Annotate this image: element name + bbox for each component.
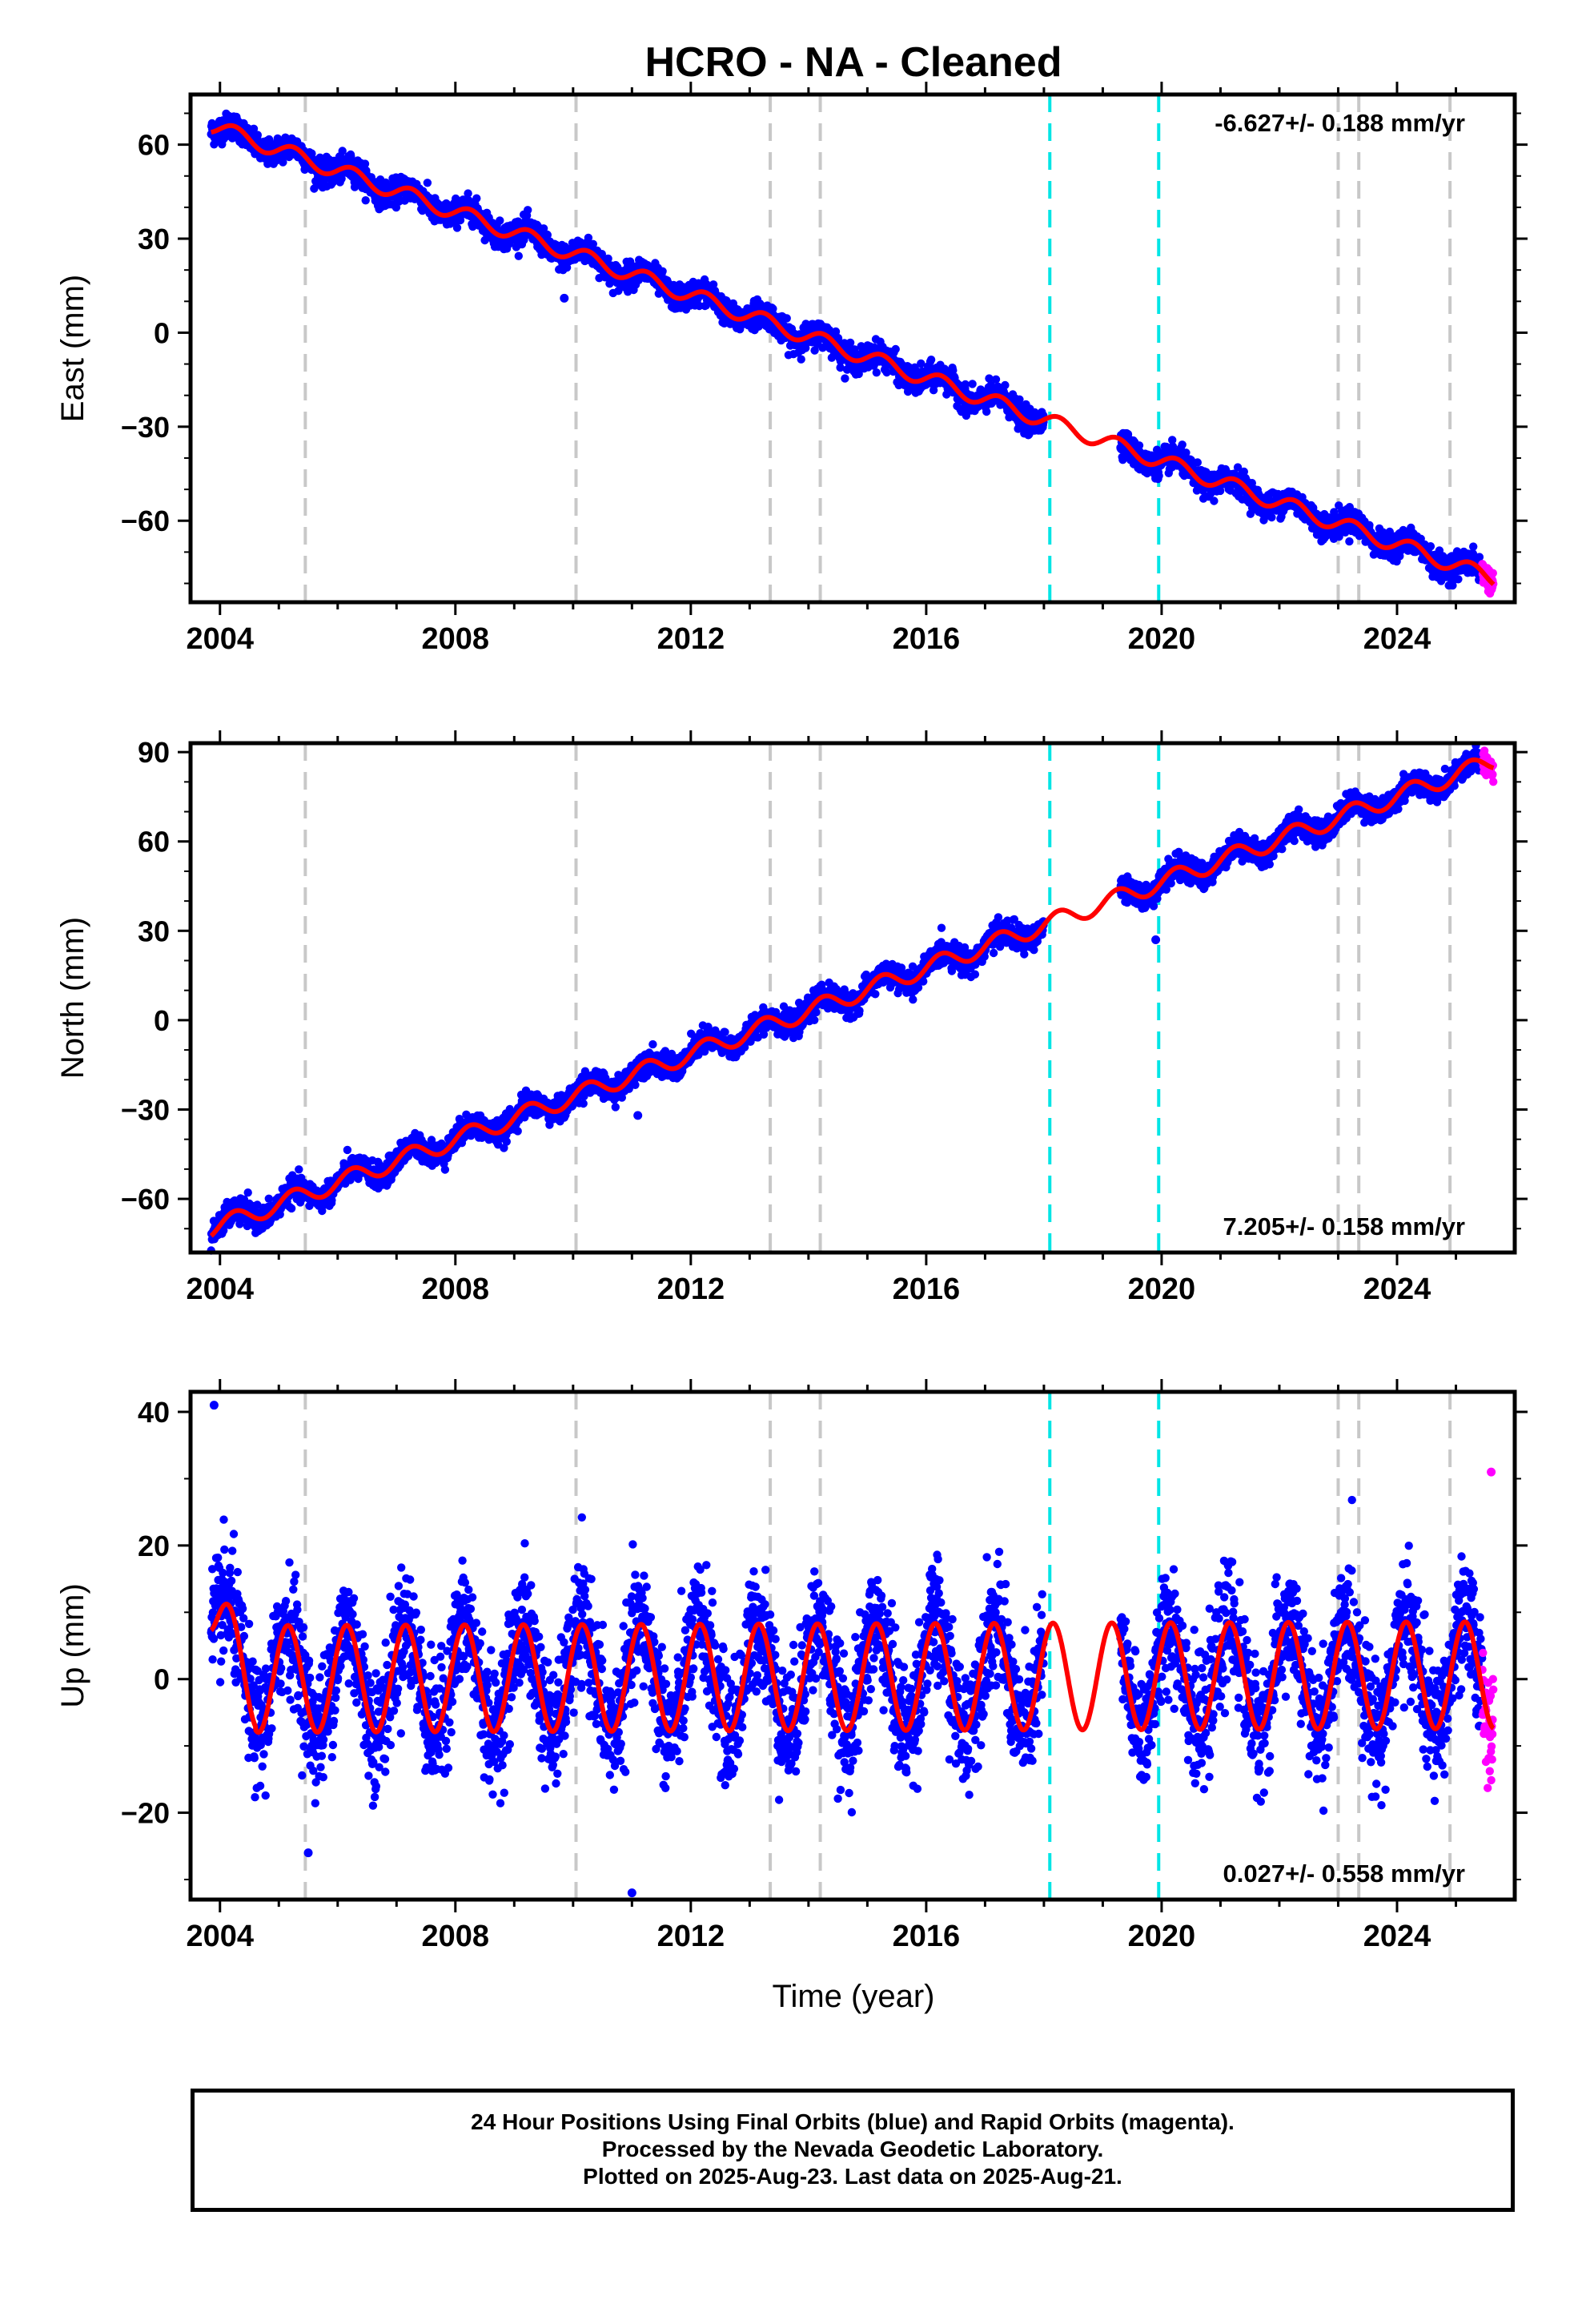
final-orbit-point	[468, 222, 477, 231]
final-orbit-point	[1210, 497, 1219, 505]
figure-title: HCRO - NA - Cleaned	[645, 39, 1062, 86]
final-orbit-point	[295, 1165, 303, 1174]
final-orbit-point	[514, 251, 523, 260]
final-orbit-point	[562, 263, 572, 272]
y-axis-label: East (mm)	[55, 275, 90, 422]
final-orbit-point	[343, 1145, 352, 1155]
final-orbit-point	[337, 175, 346, 183]
final-orbit-point	[338, 147, 347, 155]
final-orbit-point	[423, 179, 432, 187]
final-orbit-point	[658, 267, 667, 275]
x-tick-label: 2004	[186, 622, 254, 656]
x-tick-label: 2020	[1128, 622, 1196, 656]
final-orbit-point	[350, 183, 359, 191]
final-orbit-point	[543, 231, 552, 239]
final-orbit-point	[1426, 542, 1435, 551]
final-orbit-point	[797, 355, 805, 364]
rate-annotation: -6.627+/- 0.188 mm/yr	[1215, 109, 1465, 137]
final-orbit-point	[1365, 521, 1374, 529]
final-orbit-point	[279, 158, 287, 167]
final-orbit-point	[1001, 380, 1010, 390]
x-tick-label: 2016	[893, 622, 961, 656]
y-tick-label: −30	[121, 411, 170, 444]
final-orbit-point	[1154, 472, 1163, 480]
outlier-point	[1327, 529, 1337, 538]
final-orbit-point	[287, 1204, 296, 1213]
x-tick-label: 2024	[1363, 622, 1431, 656]
y-tick-label: 30	[138, 223, 170, 255]
final-orbit-point	[968, 380, 977, 388]
final-orbit-point	[1267, 513, 1276, 522]
final-orbit-point	[1469, 542, 1478, 551]
final-orbit-point	[1345, 537, 1354, 546]
final-orbit-point	[524, 206, 532, 215]
final-orbit-point	[243, 1188, 252, 1197]
final-orbit-point	[539, 224, 548, 233]
final-orbit-point	[926, 356, 936, 364]
final-orbit-point	[249, 124, 259, 133]
final-orbit-point	[982, 407, 991, 416]
outlier-point	[560, 293, 569, 303]
final-orbit-point	[891, 344, 900, 354]
rapid-orbit-point	[1488, 569, 1498, 577]
final-orbit-point	[452, 223, 462, 232]
x-tick-label: 2008	[422, 622, 490, 656]
x-tick-label: 2012	[657, 622, 725, 656]
final-orbit-point	[472, 194, 481, 203]
final-orbit-point	[991, 375, 1001, 384]
north-final-orbit-points	[207, 741, 1487, 1255]
y-tick-label: 0	[154, 316, 170, 349]
y-tick-label: 60	[138, 129, 170, 162]
final-orbit-point	[253, 131, 262, 139]
final-orbit-point	[307, 149, 316, 158]
final-orbit-point	[1193, 458, 1203, 467]
final-orbit-point	[782, 314, 791, 323]
final-orbit-point	[872, 368, 881, 377]
final-orbit-point	[496, 216, 504, 225]
panels: 60 30 0 −30 −60 2004 2008 2012 2016 2020 2024 East …	[55, 82, 1528, 1953]
east-panel: 60 30 0 −30 −60 2004 2008 2012 2016 2020 2024 East …	[55, 82, 1528, 656]
final-orbit-point	[1454, 575, 1463, 584]
final-orbit-point	[361, 196, 370, 205]
y-tick-label: −60	[121, 505, 170, 537]
final-orbit-point	[1178, 440, 1186, 449]
final-orbit-point	[841, 374, 849, 383]
east-final-orbit-points	[207, 109, 1487, 590]
final-orbit-point	[464, 189, 472, 198]
final-orbit-point	[360, 159, 370, 168]
